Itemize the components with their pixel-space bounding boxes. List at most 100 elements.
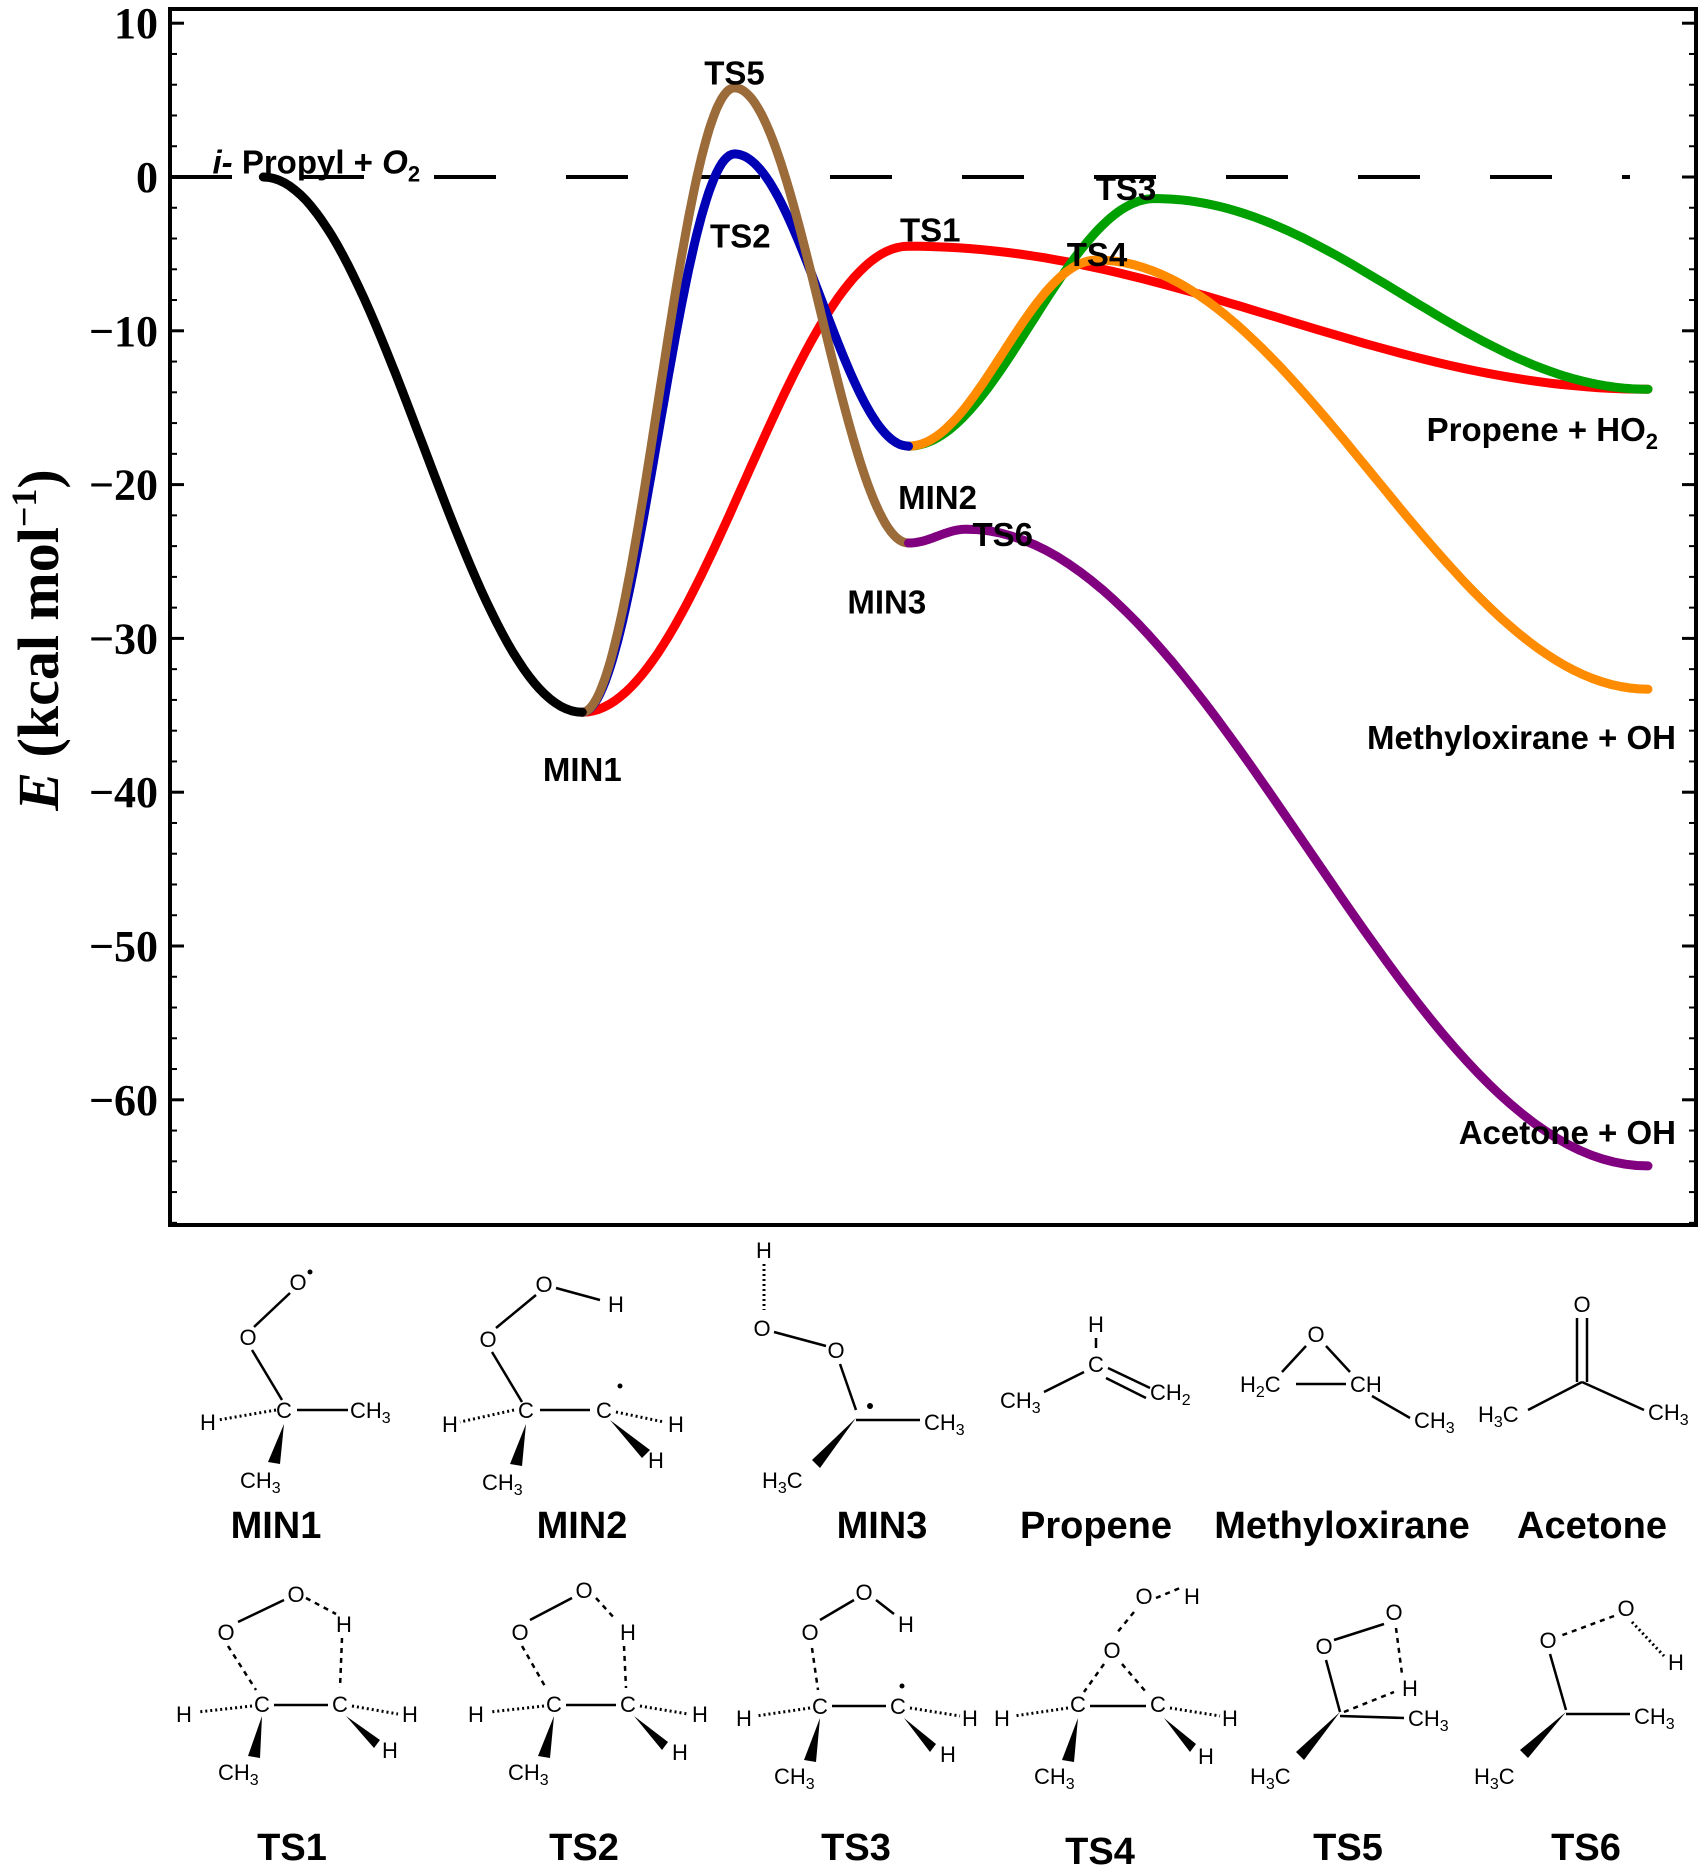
svg-text:O: O xyxy=(239,1325,256,1350)
product-label: Propene + HO2 xyxy=(1427,411,1658,454)
structure-label-min1: MIN1 xyxy=(231,1505,322,1547)
svg-text:H: H xyxy=(176,1702,192,1727)
structure-label-ts3: TS3 xyxy=(821,1827,891,1868)
point-label: TS2 xyxy=(710,217,771,254)
svg-text:H3C: H3C xyxy=(1478,1402,1519,1431)
svg-text:CH3: CH3 xyxy=(1000,1388,1041,1417)
svg-text:H: H xyxy=(692,1702,708,1727)
svg-text:C: C xyxy=(546,1692,562,1717)
svg-text:C: C xyxy=(596,1398,612,1423)
svg-text:H: H xyxy=(672,1740,688,1765)
energy-curve xyxy=(577,83,913,717)
svg-text:H3C: H3C xyxy=(762,1468,803,1497)
svg-text:C: C xyxy=(1088,1352,1104,1377)
energy-curve xyxy=(904,255,1653,694)
svg-text:O: O xyxy=(855,1580,872,1605)
structures-row-1: O O C CH3 H CH3 O H O C C H xyxy=(200,1238,1689,1547)
structure-label-min3: MIN3 xyxy=(837,1505,928,1547)
svg-text:O: O xyxy=(575,1578,592,1603)
structure-label-ts1: TS1 xyxy=(257,1827,327,1868)
svg-text:C: C xyxy=(890,1694,906,1719)
svg-text:CH3: CH3 xyxy=(1034,1764,1075,1793)
svg-text:H: H xyxy=(442,1412,458,1437)
structure-label-propene: Propene xyxy=(1020,1505,1172,1547)
svg-text:H: H xyxy=(940,1742,956,1767)
svg-text:H: H xyxy=(668,1412,684,1437)
svg-text:H3C: H3C xyxy=(1250,1764,1291,1793)
y-axis-label: E (kcal mol−1) xyxy=(4,469,71,811)
svg-text:O: O xyxy=(1617,1596,1634,1621)
svg-text:CH3: CH3 xyxy=(508,1760,549,1789)
point-label: MIN2 xyxy=(898,479,977,516)
svg-text:O: O xyxy=(1135,1584,1152,1609)
structures-row-2: O H O C C H H H CH3 O H O xyxy=(176,1578,1684,1868)
svg-text:CH3: CH3 xyxy=(482,1470,523,1499)
structure-propene: H C CH3 CH2 xyxy=(1000,1312,1191,1417)
svg-text:CH3: CH3 xyxy=(240,1468,281,1497)
svg-text:C: C xyxy=(1070,1692,1086,1717)
y-tick-label: −50 xyxy=(89,922,158,971)
svg-text:CH3: CH3 xyxy=(218,1760,259,1789)
svg-text:H: H xyxy=(200,1410,216,1435)
structure-ts4: O H O C C H H H CH3 xyxy=(994,1584,1238,1793)
y-tick-label: −30 xyxy=(89,614,158,663)
svg-text:H: H xyxy=(1222,1706,1238,1731)
svg-text:C: C xyxy=(276,1398,292,1423)
svg-text:H: H xyxy=(402,1702,418,1727)
svg-text:CH3: CH3 xyxy=(1634,1704,1675,1733)
svg-text:O: O xyxy=(1307,1322,1324,1347)
svg-text:O: O xyxy=(1573,1292,1590,1317)
svg-text:O: O xyxy=(1539,1628,1556,1653)
energy-curve xyxy=(258,172,587,717)
svg-text:H: H xyxy=(756,1238,772,1263)
svg-text:O: O xyxy=(511,1620,528,1645)
svg-text:CH3: CH3 xyxy=(924,1410,965,1439)
plot-frame xyxy=(168,7,1698,1227)
y-tick-label: −40 xyxy=(89,768,158,817)
structure-label-ts2: TS2 xyxy=(549,1827,619,1868)
svg-text:O: O xyxy=(217,1620,234,1645)
svg-text:O: O xyxy=(801,1620,818,1645)
energy-curve xyxy=(577,241,1653,717)
y-tick-label: 0 xyxy=(136,153,158,202)
structure-label-ts6: TS6 xyxy=(1551,1827,1621,1868)
svg-text:H2C: H2C xyxy=(1240,1372,1281,1401)
svg-text:H: H xyxy=(648,1448,664,1473)
point-label: TS3 xyxy=(1096,170,1157,207)
point-label: TS4 xyxy=(1067,236,1128,273)
product-label: Acetone + OH xyxy=(1459,1114,1676,1151)
svg-text:C: C xyxy=(254,1692,270,1717)
energy-curves xyxy=(258,83,1653,1171)
y-axis-ticks: 10 0 −10 −20 −30 −40 −50 −60 xyxy=(89,0,1696,1224)
point-label: TS1 xyxy=(900,211,961,248)
structure-label-methyloxirane: Methyloxirane xyxy=(1214,1505,1470,1547)
point-label: TS5 xyxy=(704,54,765,91)
structure-methyloxirane: O H2C CH CH3 xyxy=(1240,1322,1455,1437)
point-label: i- Propyl + O2 xyxy=(213,144,421,187)
point-label: MIN1 xyxy=(543,751,622,788)
structure-acetone: O H3C CH3 xyxy=(1478,1292,1689,1431)
svg-text:C: C xyxy=(332,1692,348,1717)
svg-text:H: H xyxy=(1668,1650,1684,1675)
structure-min3: H O O CH3 H3C xyxy=(753,1238,964,1497)
chart: 10 0 −10 −20 −30 −40 −50 −60 i- Propyl + O2 TS5 T… xyxy=(4,0,1698,1227)
svg-text:CH: CH xyxy=(1350,1372,1382,1397)
svg-text:H: H xyxy=(382,1738,398,1763)
structure-label-min2: MIN2 xyxy=(537,1505,628,1547)
svg-text:CH3: CH3 xyxy=(774,1764,815,1793)
svg-text:O: O xyxy=(287,1582,304,1607)
svg-text:H: H xyxy=(620,1620,636,1645)
structure-ts5: O H O CH3 H3C xyxy=(1250,1600,1449,1793)
y-tick-label: −10 xyxy=(89,307,158,356)
svg-text:CH3: CH3 xyxy=(350,1398,391,1427)
structure-min2: O H O C C H H H CH3 xyxy=(442,1272,684,1499)
product-label: Methyloxirane + OH xyxy=(1367,719,1676,756)
svg-text:C: C xyxy=(1150,1692,1166,1717)
svg-text:H: H xyxy=(898,1612,914,1637)
svg-text:O: O xyxy=(1103,1638,1120,1663)
point-label: TS6 xyxy=(972,516,1033,553)
svg-text:H: H xyxy=(608,1292,624,1317)
energy-curve xyxy=(904,524,1653,1171)
svg-text:O: O xyxy=(753,1316,770,1341)
svg-text:C: C xyxy=(518,1398,534,1423)
